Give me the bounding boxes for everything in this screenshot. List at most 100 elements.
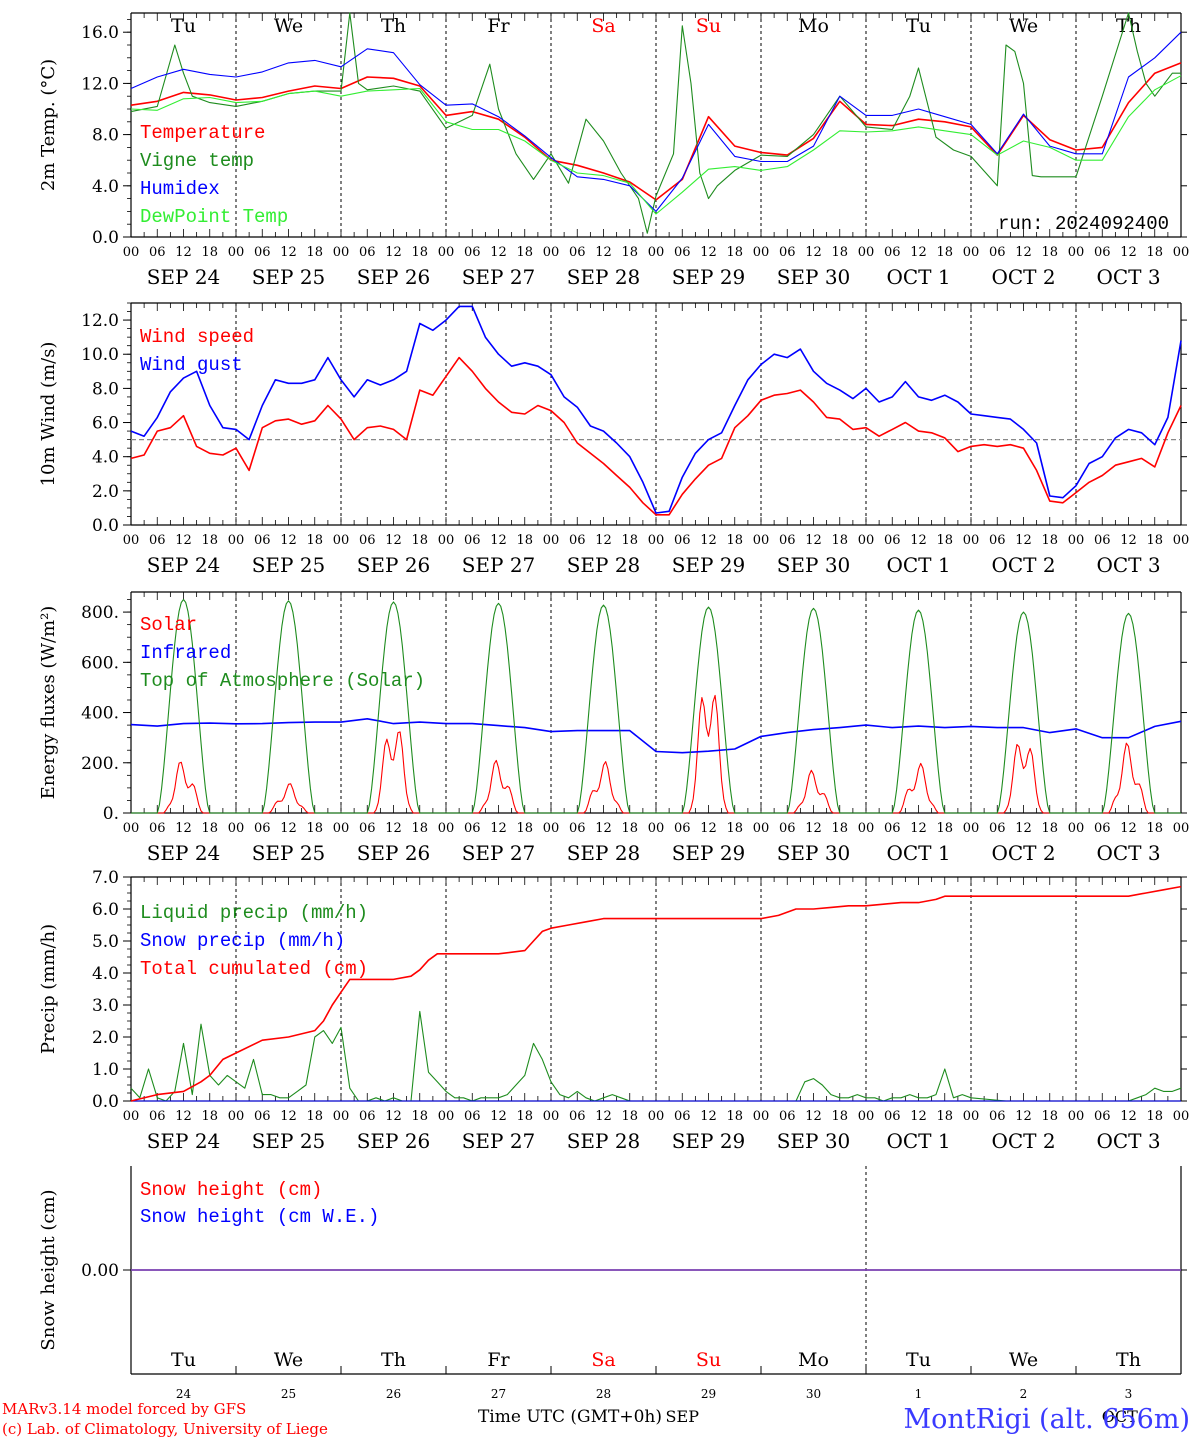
date-label: OCT 3 <box>1096 265 1160 289</box>
y-tick-label: 6.0 <box>92 414 119 434</box>
date-label: SEP 25 <box>252 553 326 577</box>
hour-tick-label: 12 <box>385 245 402 260</box>
hour-tick-label: 06 <box>254 245 271 260</box>
date-label: SEP 28 <box>567 553 641 577</box>
hour-tick-label: 00 <box>438 821 455 836</box>
hour-tick-label: 06 <box>989 533 1006 548</box>
hour-tick-label: 06 <box>674 821 691 836</box>
y-tick-label: 0.00 <box>81 1261 119 1281</box>
day-name: Tu <box>906 1349 931 1371</box>
hour-tick-label: 18 <box>831 245 848 260</box>
month-label: OCT <box>1102 1407 1138 1426</box>
hour-tick-label: 00 <box>333 245 350 260</box>
y-tick-label: 12.0 <box>81 311 119 331</box>
date-label: SEP 29 <box>672 1129 746 1153</box>
hour-tick-label: 00 <box>858 533 875 548</box>
hour-tick-label: 06 <box>254 821 271 836</box>
date-label: SEP 29 <box>672 841 746 865</box>
legend-entry: Temperature <box>140 122 265 144</box>
footer-credit: (c) Lab. of Climatology, University of L… <box>2 1420 328 1438</box>
hour-tick-label: 06 <box>359 821 376 836</box>
hour-tick-label: 00 <box>333 1109 350 1124</box>
hour-tick-label: 12 <box>700 245 717 260</box>
series-line <box>130 356 1182 516</box>
y-tick-label: 3.0 <box>92 996 119 1016</box>
hour-tick-label: 18 <box>1146 533 1163 548</box>
date-label: SEP 26 <box>357 265 431 289</box>
day-number: 28 <box>596 1387 611 1401</box>
day-name: Th <box>1116 1349 1141 1371</box>
hour-tick-label: 06 <box>884 821 901 836</box>
hour-tick-label: 18 <box>621 1109 638 1124</box>
hour-tick-label: 12 <box>1015 1109 1032 1124</box>
date-label: OCT 1 <box>886 841 950 865</box>
hour-tick-label: 18 <box>1041 245 1058 260</box>
y-tick-label: 16.0 <box>81 23 119 43</box>
day-number: 30 <box>806 1387 821 1401</box>
station-label: MontRigi (alt. 656m) <box>903 1404 1190 1435</box>
hour-tick-label: 18 <box>936 245 953 260</box>
hour-tick-label: 12 <box>490 1109 507 1124</box>
hour-tick-label: 18 <box>1041 821 1058 836</box>
legend-entry: Snow height (cm) <box>140 1179 322 1201</box>
y-tick-label: 400. <box>81 704 119 724</box>
hour-tick-label: 18 <box>516 821 533 836</box>
date-label: OCT 2 <box>991 265 1055 289</box>
series-line <box>130 1010 1182 1102</box>
run-annotation: run: 2024092400 <box>998 213 1169 235</box>
day-number: 3 <box>1125 1387 1133 1401</box>
footer-model: MARv3.14 model forced by GFS <box>2 1400 246 1418</box>
day-name: Sa <box>591 15 615 37</box>
hour-tick-label: 00 <box>963 533 980 548</box>
y-tick-label: 0.0 <box>92 516 119 536</box>
date-label: SEP 25 <box>252 841 326 865</box>
date-label: SEP 28 <box>567 841 641 865</box>
hour-tick-label: 12 <box>280 245 297 260</box>
hour-tick-label: 12 <box>910 821 927 836</box>
day-name: We <box>1009 15 1038 37</box>
day-name: We <box>1009 1349 1038 1371</box>
hour-tick-label: 18 <box>306 533 323 548</box>
hour-tick-label: 18 <box>621 821 638 836</box>
hour-tick-label: 06 <box>569 821 586 836</box>
hour-tick-label: 18 <box>936 821 953 836</box>
hour-tick-label: 18 <box>306 821 323 836</box>
date-label: OCT 1 <box>886 553 950 577</box>
hour-tick-label: 18 <box>831 533 848 548</box>
day-number: 25 <box>281 1387 296 1401</box>
hour-tick-label: 12 <box>1120 245 1137 260</box>
hour-tick-label: 06 <box>149 1109 166 1124</box>
hour-tick-label: 00 <box>753 1109 770 1124</box>
y-tick-label: 8.0 <box>92 126 119 146</box>
date-label: OCT 2 <box>991 841 1055 865</box>
hour-tick-label: 06 <box>674 245 691 260</box>
hour-tick-label: 00 <box>123 821 140 836</box>
date-label: SEP 25 <box>252 265 326 289</box>
hour-tick-label: 00 <box>543 245 560 260</box>
legend-entry: Snow precip (mm/h) <box>140 930 345 952</box>
hour-tick-label: 00 <box>963 1109 980 1124</box>
hour-tick-label: 12 <box>1015 533 1032 548</box>
hour-tick-label: 06 <box>464 821 481 836</box>
panel-snow: 0.00 Snow height (cm) Snow height (cm) Snow… <box>38 1166 1187 1426</box>
date-label: OCT 3 <box>1096 553 1160 577</box>
hour-tick-label: 06 <box>884 533 901 548</box>
hour-tick-label: 18 <box>516 1109 533 1124</box>
hour-tick-label: 12 <box>280 821 297 836</box>
date-label: SEP 25 <box>252 1129 326 1153</box>
hour-tick-label: 00 <box>1068 1109 1085 1124</box>
date-label: SEP 27 <box>462 265 536 289</box>
hour-tick-label: 18 <box>1041 533 1058 548</box>
series-group <box>130 305 1182 516</box>
day-number: 1 <box>915 1387 923 1401</box>
hour-tick-label: 00 <box>123 533 140 548</box>
y-tick-label: 0. <box>103 804 119 824</box>
hour-tick-label: 06 <box>1094 533 1111 548</box>
day-name: Th <box>1116 15 1141 37</box>
panel-precip: 0.0 1.0 2.0 3.0 4.0 5.0 6.0 7.0 Precip (mm/h) 00 0… <box>38 868 1189 1153</box>
y-tick-label: 4.0 <box>92 964 119 984</box>
hour-tick-label: 06 <box>989 1109 1006 1124</box>
hour-tick-label: 06 <box>569 533 586 548</box>
hour-tick-label: 12 <box>910 245 927 260</box>
hour-tick-label: 12 <box>910 533 927 548</box>
